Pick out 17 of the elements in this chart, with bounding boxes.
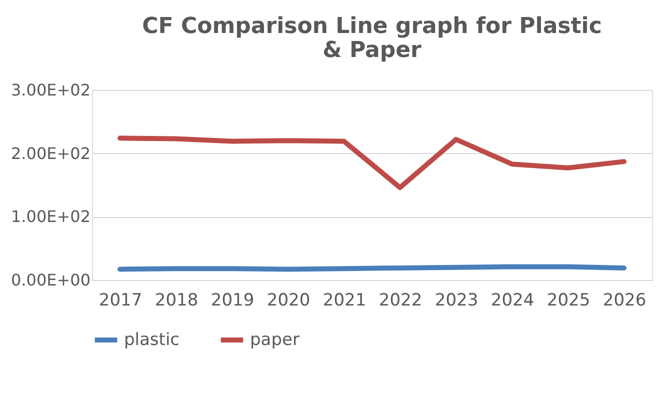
y-tick-label: 1.00E+02 xyxy=(11,207,90,226)
x-tick-label: 2025 xyxy=(546,290,590,310)
x-tick-label: 2022 xyxy=(378,290,422,310)
x-tick-label: 2017 xyxy=(98,290,142,310)
chart-title: CF Comparison Line graph for Plastic & Paper xyxy=(142,14,602,63)
x-tick-label: 2024 xyxy=(490,290,534,310)
y-tick-label: 0.00E+00 xyxy=(11,270,90,290)
x-tick-label: 2021 xyxy=(322,290,366,310)
x-tick-label: 2020 xyxy=(266,290,310,310)
x-tick-label: 2019 xyxy=(210,290,254,310)
x-tick-label: 2026 xyxy=(602,290,646,310)
x-tick-label: 2023 xyxy=(434,290,478,310)
x-tick-label: 2018 xyxy=(154,290,198,310)
y-tick-label: 3.00E+02 xyxy=(11,80,90,100)
legend-label: paper xyxy=(250,330,300,350)
y-tick-label: 2.00E+02 xyxy=(11,144,90,163)
legend-label: plastic xyxy=(124,330,180,350)
